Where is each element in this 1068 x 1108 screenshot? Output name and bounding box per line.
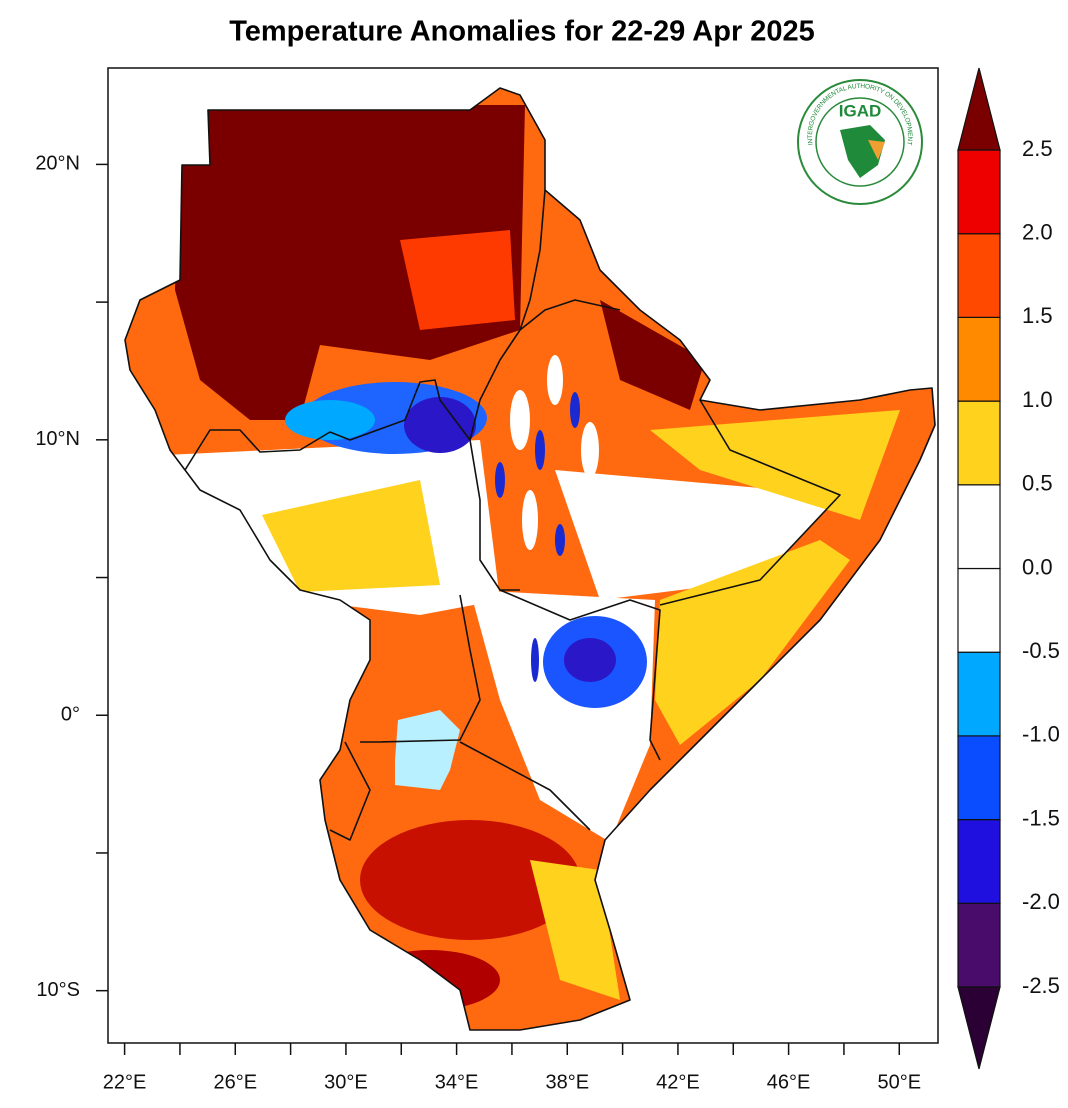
y-tick-label: 10°S xyxy=(36,979,80,1001)
colorbar-label: -2.5 xyxy=(1022,973,1060,998)
y-tick-label: 0° xyxy=(61,704,80,726)
x-tick-label: 38°E xyxy=(545,1071,589,1093)
colorbar-label: -0.5 xyxy=(1022,638,1060,663)
colorbar-label: -2.0 xyxy=(1022,889,1060,914)
colorbar-low-triangle xyxy=(957,986,1001,1070)
x-tick-label: 42°E xyxy=(656,1071,700,1093)
colorbar-box xyxy=(957,818,1001,904)
x-tick-label: 30°E xyxy=(324,1071,368,1093)
colorbar-box xyxy=(957,567,1001,653)
colorbar-label: 0.0 xyxy=(1022,554,1053,579)
colorbar-box xyxy=(957,316,1001,402)
colorbar-box xyxy=(957,149,1001,235)
x-tick-label: 26°E xyxy=(213,1071,257,1093)
colorbar-high-triangle xyxy=(957,67,1001,151)
country-borders xyxy=(124,87,936,1031)
colorbar-label: 1.0 xyxy=(1022,387,1053,412)
colorbar-box xyxy=(957,735,1001,821)
colorbar-label: -1.0 xyxy=(1022,722,1060,747)
colorbar-label: 2.0 xyxy=(1022,220,1053,245)
y-tick-label: 10°N xyxy=(35,428,80,450)
colorbar-label: -1.5 xyxy=(1022,805,1060,830)
colorbar-label: 1.5 xyxy=(1022,303,1053,328)
colorbar-label: 2.5 xyxy=(1022,136,1053,161)
colorbar-box xyxy=(957,400,1001,486)
colorbar-box xyxy=(957,651,1001,737)
x-tick-label: 50°E xyxy=(877,1071,921,1093)
x-tick-label: 46°E xyxy=(767,1071,811,1093)
colorbar-box xyxy=(957,902,1001,988)
logo-name: IGAD xyxy=(839,101,882,120)
colorbar-box xyxy=(957,233,1001,318)
map-title: Temperature Anomalies for 22-29 Apr 2025 xyxy=(229,16,815,48)
x-tick-label: 22°E xyxy=(103,1071,147,1093)
colorbar-label: 0.5 xyxy=(1022,471,1053,496)
y-tick-label: 20°N xyxy=(35,153,80,175)
colorbar-box xyxy=(957,484,1001,570)
igad-logo: IGAD INTERGOVERNMENTAL AUTHORITY ON DEVE… xyxy=(797,79,923,205)
x-tick-label: 34°E xyxy=(435,1071,479,1093)
